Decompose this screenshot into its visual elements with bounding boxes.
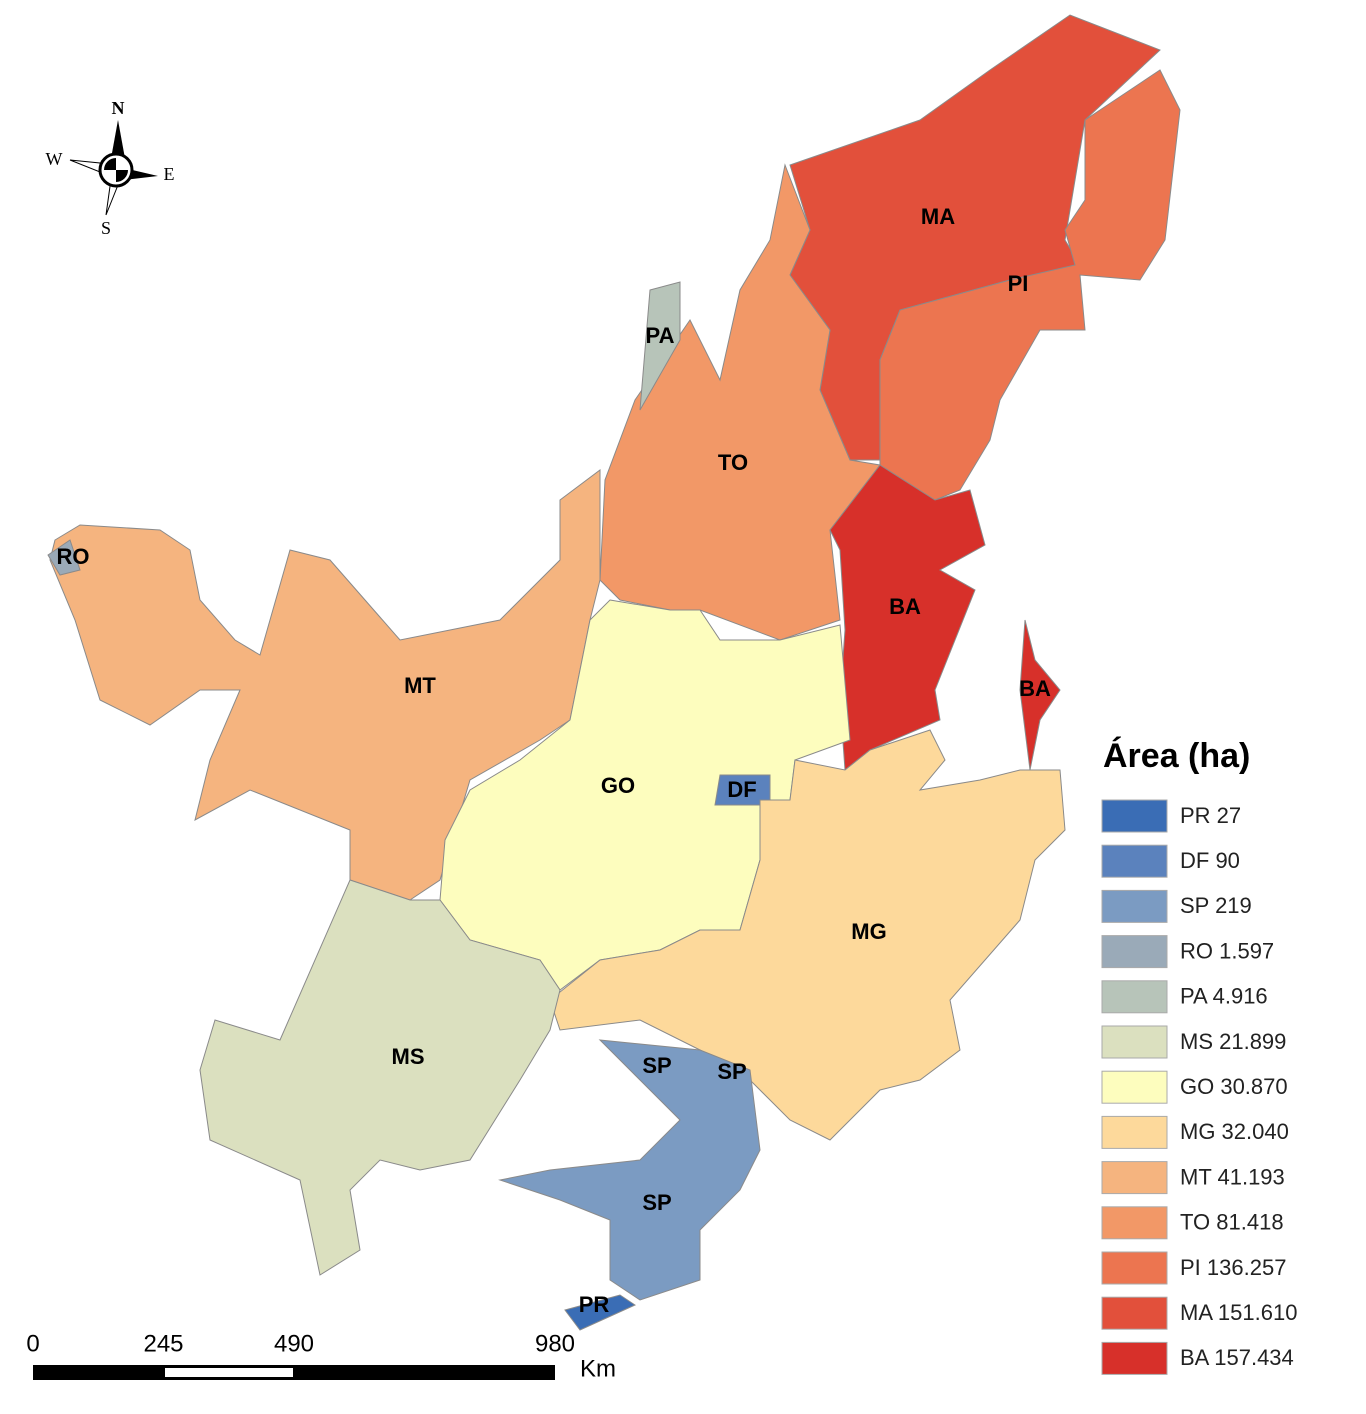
legend-swatch bbox=[1101, 1206, 1168, 1240]
scale-bar-body bbox=[33, 1365, 555, 1380]
compass-s: S bbox=[101, 218, 111, 238]
region-label: PA bbox=[646, 323, 675, 348]
region-ba bbox=[829, 464, 986, 771]
legend-swatch bbox=[1101, 1341, 1168, 1375]
legend-label: MT 41.193 bbox=[1180, 1164, 1285, 1189]
legend-label: MA 151.610 bbox=[1180, 1300, 1297, 1325]
legend-title: Área (ha) bbox=[1103, 737, 1250, 775]
region-pr bbox=[564, 1294, 637, 1331]
region-label: MA bbox=[921, 204, 955, 229]
legend-label: BA 157.434 bbox=[1180, 1345, 1294, 1370]
legend-swatch bbox=[1101, 1025, 1168, 1059]
region-label: SP bbox=[717, 1059, 746, 1084]
legend-swatch bbox=[1101, 1296, 1168, 1330]
region-label: PR bbox=[579, 1292, 610, 1317]
region-ms bbox=[199, 879, 561, 1276]
region-label: BA bbox=[889, 594, 921, 619]
scale-tick-label: 490 bbox=[274, 1330, 314, 1357]
compass: N S E W bbox=[46, 98, 175, 238]
legend-swatch bbox=[1101, 980, 1168, 1014]
legend-label: GO 30.870 bbox=[1180, 1074, 1288, 1099]
region-label: MS bbox=[392, 1044, 425, 1069]
region-pi bbox=[879, 69, 1181, 501]
region-label: GO bbox=[601, 773, 635, 798]
region-ro bbox=[47, 539, 81, 576]
legend-swatch bbox=[1101, 844, 1168, 878]
region-labels: MA PI PA TO RO BA MT GO DF BA MG MS SP S… bbox=[57, 204, 1051, 1317]
scale-tick-label: 245 bbox=[143, 1330, 183, 1357]
legend-label: SP 219 bbox=[1180, 893, 1252, 918]
legend: PR 27 DF 90 SP 219 RO 1.597 PA 4.916 MS 21.89… bbox=[1101, 799, 1297, 1375]
legend-swatch bbox=[1101, 799, 1168, 833]
region-label: SP bbox=[642, 1053, 671, 1078]
legend-label: DF 90 bbox=[1180, 848, 1240, 873]
scale-tick-label: 980 bbox=[535, 1330, 575, 1357]
legend-label: PR 27 bbox=[1180, 803, 1241, 828]
legend-swatch bbox=[1101, 1070, 1168, 1104]
compass-e: E bbox=[164, 164, 175, 184]
region-label: DF bbox=[727, 777, 756, 802]
region-sp bbox=[498, 1039, 761, 1301]
legend-label: PA 4.916 bbox=[1180, 984, 1268, 1009]
legend-label: RO 1.597 bbox=[1180, 938, 1274, 963]
scale-tick-label: 0 bbox=[26, 1330, 39, 1357]
region-pa bbox=[639, 281, 681, 411]
legend-label: MS 21.899 bbox=[1180, 1029, 1286, 1054]
region-label: BA bbox=[1019, 676, 1051, 701]
region-label: MT bbox=[404, 673, 436, 698]
legend-swatch bbox=[1101, 935, 1168, 969]
region-mg bbox=[549, 729, 1066, 1141]
scale-unit: Km bbox=[580, 1355, 616, 1382]
region-label: TO bbox=[718, 450, 748, 475]
region-ba-east bbox=[1019, 619, 1061, 771]
legend-label: MG 32.040 bbox=[1180, 1119, 1289, 1144]
legend-label: TO 81.418 bbox=[1180, 1210, 1284, 1235]
legend-label: PI 136.257 bbox=[1180, 1255, 1286, 1280]
legend-swatch bbox=[1101, 1161, 1168, 1195]
region-label: RO bbox=[57, 544, 90, 569]
compass-fill bbox=[104, 158, 128, 182]
scale-bar-segment bbox=[165, 1368, 293, 1377]
compass-n: N bbox=[112, 98, 125, 118]
scale-bar: Km 0 245 490 980 bbox=[26, 1330, 616, 1382]
region-label: SP bbox=[642, 1190, 671, 1215]
regions bbox=[47, 14, 1181, 1331]
region-label: PI bbox=[1008, 271, 1029, 296]
legend-swatch bbox=[1101, 1115, 1168, 1149]
legend-swatch bbox=[1101, 1251, 1168, 1285]
compass-w: W bbox=[46, 149, 63, 169]
legend-swatch bbox=[1101, 889, 1168, 923]
region-label: MG bbox=[851, 919, 886, 944]
